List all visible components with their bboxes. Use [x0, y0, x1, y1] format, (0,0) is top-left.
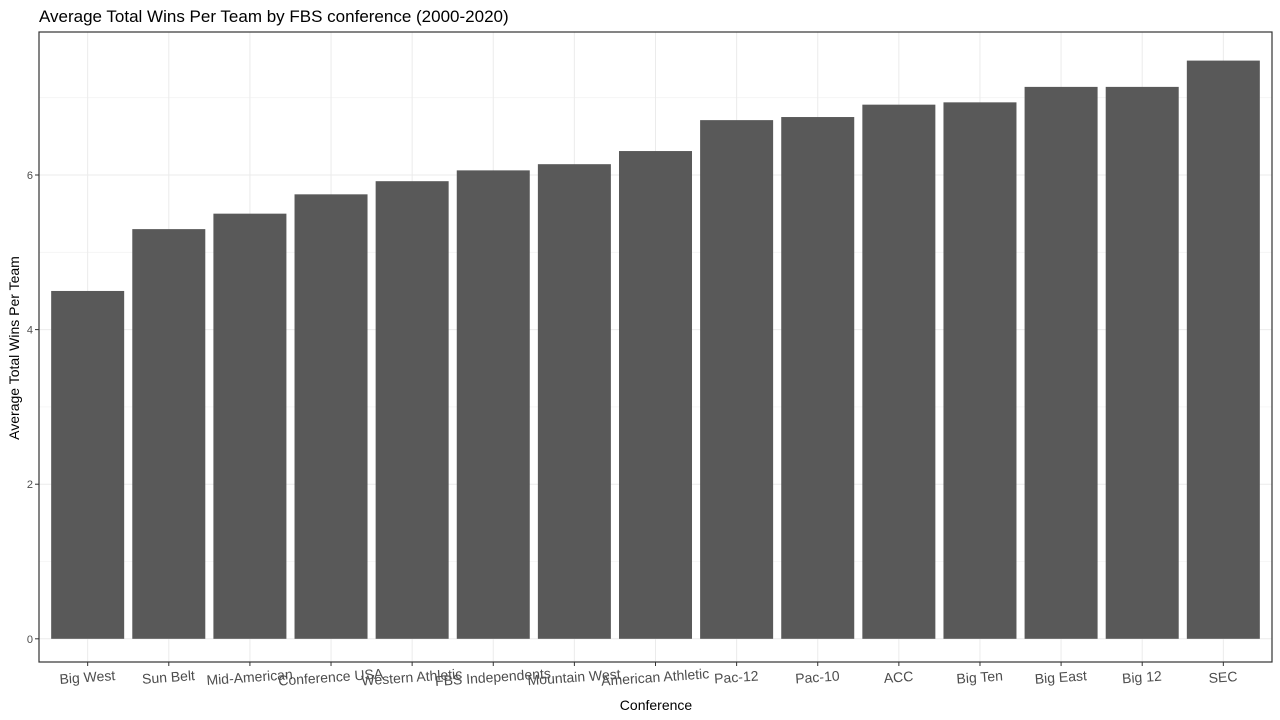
x-tick-label: Big Ten: [956, 667, 1003, 686]
x-tick-label: Western Athletic: [361, 666, 463, 689]
bar: [781, 117, 855, 639]
y-tick-label: 4: [27, 325, 33, 337]
bar: [1186, 60, 1260, 639]
bar: [1024, 86, 1098, 639]
x-tick-label: Big East: [1034, 667, 1087, 687]
x-tick-label: Sun Belt: [141, 667, 195, 687]
x-tick-label: ACC: [883, 668, 914, 686]
x-tick-label: Pac-12: [714, 667, 760, 686]
bar: [51, 290, 125, 639]
bar: [375, 181, 449, 639]
x-tick-label: Conference USA: [278, 665, 385, 688]
x-tick-label: Big 12: [1122, 668, 1163, 687]
x-axis-title: Conference: [620, 697, 693, 713]
bar: [294, 194, 368, 639]
y-tick-label: 6: [27, 170, 33, 182]
y-axis: 0 2 4 6: [27, 170, 39, 646]
y-axis-title: Average Total Wins Per Team: [6, 256, 22, 440]
bar: [700, 120, 774, 639]
bar: [618, 151, 693, 639]
y-tick-label: 0: [27, 634, 33, 646]
bar: [862, 104, 936, 639]
chart-title: Average Total Wins Per Team by FBS confe…: [39, 7, 509, 26]
x-tick-label: Pac-10: [795, 667, 841, 686]
bar: [132, 229, 206, 639]
bars: [51, 60, 1260, 639]
x-tick-label: American Athletic: [601, 665, 710, 689]
bar: [537, 164, 611, 639]
bar: [943, 102, 1017, 639]
x-tick-label: SEC: [1208, 668, 1238, 686]
x-tick-label: Mid-American: [206, 666, 293, 688]
bar: [456, 170, 530, 639]
x-tick-label: Mountain West: [527, 666, 621, 688]
bar: [213, 213, 287, 639]
y-tick-label: 2: [27, 479, 33, 491]
bar: [1105, 86, 1179, 639]
x-tick-label: Big West: [59, 667, 116, 687]
